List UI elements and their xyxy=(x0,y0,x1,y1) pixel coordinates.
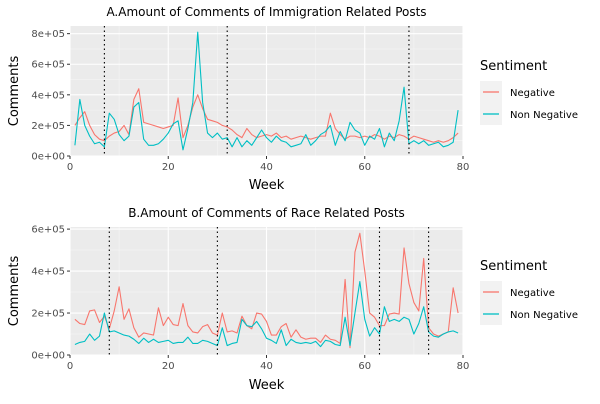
x-tick-label: 40 xyxy=(260,361,273,372)
y-axis-title: Comments xyxy=(7,56,22,127)
y-tick-label: 6e+05 xyxy=(31,60,65,71)
x-axis-title: Week xyxy=(249,178,285,193)
y-tick-label: 0e+00 xyxy=(31,351,65,362)
y-tick-label: 4e+05 xyxy=(31,267,65,278)
y-tick-label: 2e+05 xyxy=(31,309,65,320)
y-tick-label: 8e+05 xyxy=(31,29,65,40)
panel-immigration: A.Amount of Comments of Immigration Rela… xyxy=(7,5,578,193)
series-line-negative xyxy=(74,232,459,349)
legend-label-negative: Negative xyxy=(510,88,555,99)
y-tick-label: 2e+05 xyxy=(31,121,65,132)
chart-title: B.Amount of Comments of Race Related Pos… xyxy=(128,206,405,220)
x-tick-label: 20 xyxy=(162,361,175,372)
x-tick-label: 0 xyxy=(67,361,73,372)
legend-label-non-negative: Non Negative xyxy=(510,110,578,121)
x-tick-label: 80 xyxy=(457,162,470,173)
legend-label-negative: Negative xyxy=(510,288,555,299)
panel-race: B.Amount of Comments of Race Related Pos… xyxy=(7,206,578,393)
y-tick-label: 0e+00 xyxy=(31,152,65,163)
x-tick-label: 20 xyxy=(162,162,175,173)
x-tick-label: 0 xyxy=(67,162,73,173)
chart-title: A.Amount of Comments of Immigration Rela… xyxy=(106,5,426,19)
series-line-non-negative xyxy=(74,31,459,151)
x-axis-title: Week xyxy=(249,378,285,393)
x-tick-label: 80 xyxy=(457,361,470,372)
series-line-non-negative xyxy=(74,281,459,348)
x-tick-label: 40 xyxy=(260,162,273,173)
y-axis-title: Comments xyxy=(7,256,22,327)
legend-label-non-negative: Non Negative xyxy=(510,310,578,321)
y-tick-label: 6e+05 xyxy=(31,225,65,236)
legend-title: Sentiment xyxy=(480,259,547,274)
y-tick-label: 4e+05 xyxy=(31,90,65,101)
x-tick-label: 60 xyxy=(358,162,371,173)
x-tick-label: 60 xyxy=(358,361,371,372)
series-line-negative xyxy=(74,88,459,143)
legend-title: Sentiment xyxy=(480,59,547,74)
